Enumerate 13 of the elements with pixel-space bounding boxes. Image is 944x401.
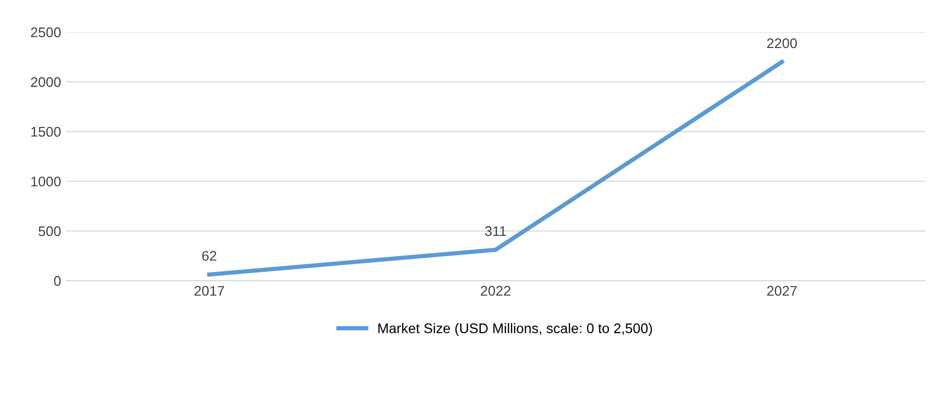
y-tick-label: 1500	[31, 126, 61, 137]
data-label: 2200	[767, 38, 797, 48]
y-tick-label: 2000	[31, 77, 61, 87]
data-label: 62	[202, 250, 216, 261]
y-tick-label: 0	[54, 276, 61, 286]
y-tick-label: 500	[38, 226, 61, 236]
x-tick-label: 2017	[194, 286, 224, 296]
x-tick-label: 2022	[480, 286, 510, 296]
x-tick-label: 2027	[767, 286, 797, 296]
y-tick-label: 1000	[31, 176, 61, 186]
data-label: 311	[485, 226, 506, 236]
y-tick-label: 2500	[31, 27, 61, 38]
legend-label: Market Size (USD Millions, scale: 0 to 2,500)	[378, 323, 652, 336]
